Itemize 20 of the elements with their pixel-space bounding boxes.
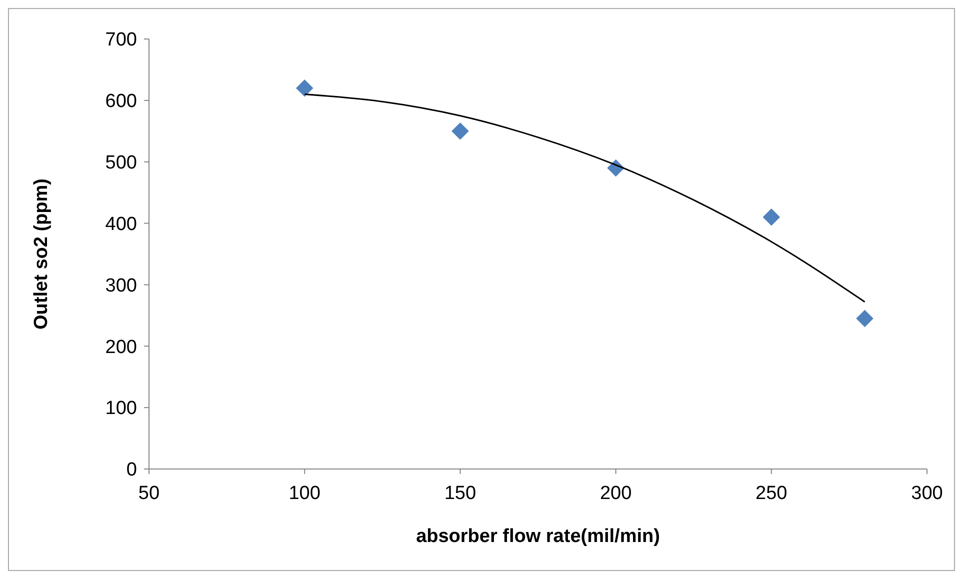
- point: [856, 310, 874, 328]
- x-tick-label: 50: [138, 483, 160, 504]
- point: [762, 208, 780, 226]
- x-axis-title: absorber flow rate(mil/min): [416, 526, 660, 547]
- y-tick-label: 300: [105, 275, 137, 296]
- x-tick-label: 100: [288, 483, 320, 504]
- y-tick-label: 200: [105, 336, 137, 358]
- y-axis-title: Outlet so2 (ppm): [31, 178, 52, 330]
- x-tick-label: 300: [911, 483, 943, 504]
- x-tick-label: 200: [600, 483, 632, 504]
- point: [452, 122, 469, 140]
- y-tick-label: 100: [105, 398, 137, 420]
- point: [296, 79, 314, 97]
- y-tick-label: 700: [105, 30, 137, 51]
- y-tick-label: 500: [105, 152, 137, 174]
- x-tick-label: 250: [756, 483, 788, 504]
- x-tick-label: 150: [444, 483, 476, 504]
- y-tick-label: 0: [126, 460, 137, 481]
- y-tick-label: 400: [105, 214, 137, 235]
- y-tick-label: 600: [105, 91, 137, 112]
